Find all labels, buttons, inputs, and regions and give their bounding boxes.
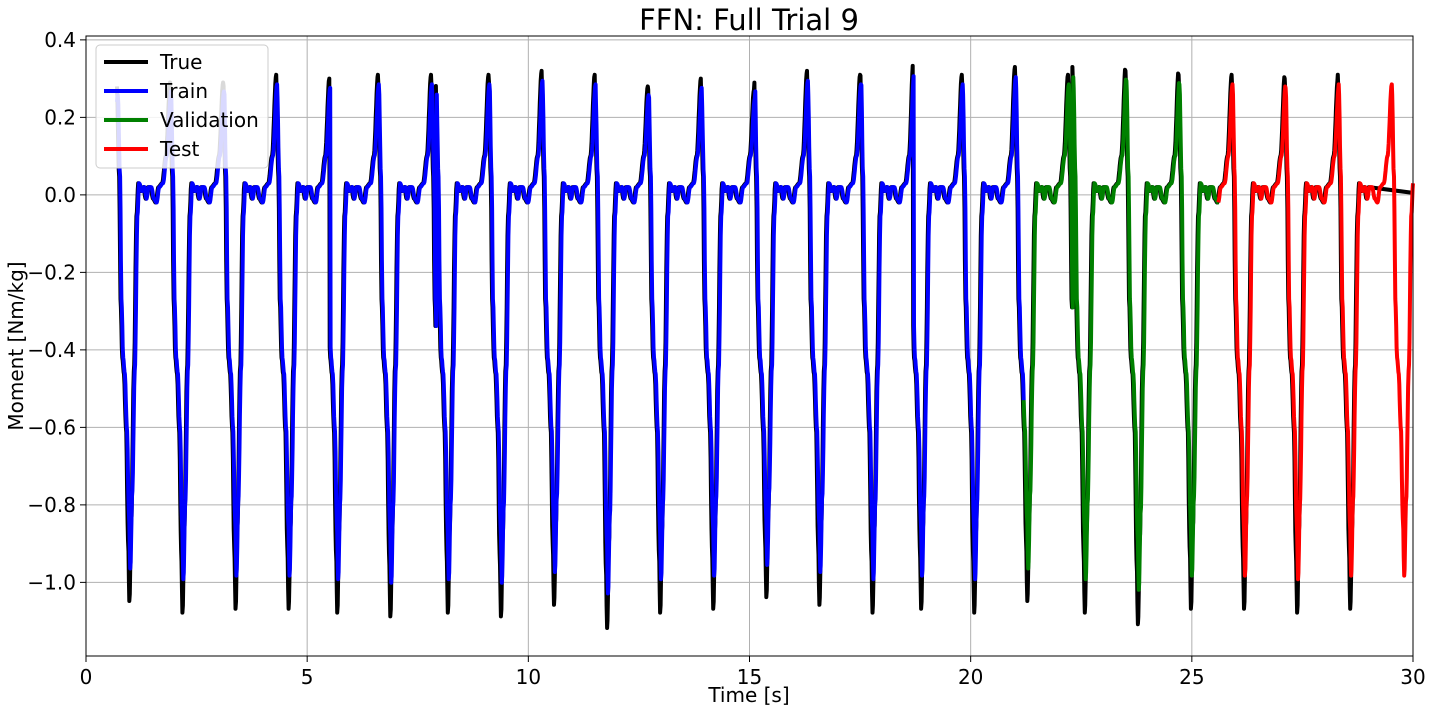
x-tick-label: 25: [1179, 665, 1204, 689]
legend-label-train: Train: [159, 79, 208, 103]
x-tick-label: 20: [958, 665, 983, 689]
legend-label-test: Test: [159, 137, 200, 161]
y-tick-label: 0.4: [44, 28, 76, 52]
y-tick-label: −0.8: [27, 493, 76, 517]
y-tick-label: −0.6: [27, 415, 76, 439]
legend-box: [95, 44, 269, 169]
y-tick-label: 0.2: [44, 105, 76, 129]
series-line-validation: [1021, 75, 1220, 592]
y-axis-ticks: 0.4 0.2 0.0 −0.2 −0.4 −0.6 −0.8 −1.0: [27, 28, 86, 594]
series-lines: [115, 63, 1415, 630]
legend-label-true: True: [159, 50, 202, 74]
x-tick-label: 15: [737, 665, 762, 689]
series-line-test: [1216, 82, 1415, 582]
y-tick-label: −0.4: [27, 338, 76, 362]
x-tick-label: 30: [1400, 665, 1425, 689]
chart-title: FFN: Full Trial 9: [639, 3, 859, 37]
legend: True Train Validation Test: [95, 44, 269, 169]
x-axis-title: Time [s]: [707, 683, 789, 707]
x-tick-label: 5: [301, 665, 314, 689]
y-tick-label: 0.0: [44, 183, 76, 207]
series-line-train: [115, 74, 1026, 596]
legend-label-validation: Validation: [160, 108, 259, 132]
grid-lines: [85, 36, 1414, 656]
x-axis-ticks: 0 5 10 15 20 25 30: [80, 656, 1426, 689]
y-tick-label: −0.2: [27, 260, 76, 284]
y-tick-label: −1.0: [27, 570, 76, 594]
x-tick-label: 0: [80, 665, 93, 689]
x-tick-label: 10: [516, 665, 541, 689]
y-axis-title: Moment [Nm/kg]: [4, 261, 28, 430]
